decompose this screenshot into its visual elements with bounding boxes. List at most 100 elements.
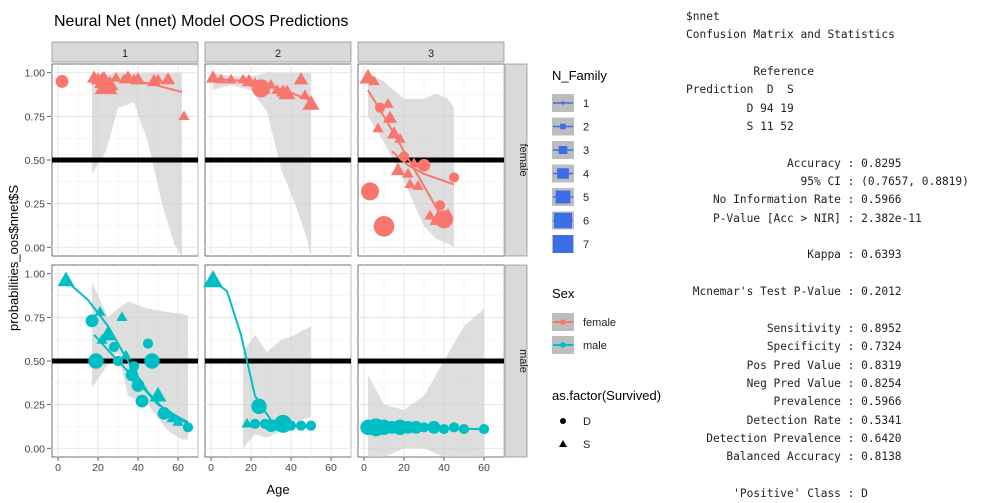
legend-key-size: [560, 123, 566, 130]
legend-label: female: [583, 317, 616, 329]
legend-label: S: [583, 439, 590, 451]
stats-line: Pos Pred Value : 0.8319: [686, 358, 902, 372]
facet-row-label: male: [517, 349, 529, 373]
stats-line: Kappa : 0.6393: [686, 248, 902, 262]
y-tick-label: 1.00: [25, 68, 46, 80]
legend-label: 5: [583, 192, 589, 204]
legend-label: D: [583, 416, 591, 428]
data-point-survived: [120, 349, 132, 360]
data-point-died: [285, 420, 297, 431]
x-tick-label: 60: [172, 462, 184, 474]
legend-key-circle: [560, 418, 566, 424]
data-point-survived: [424, 209, 436, 220]
data-point-died: [131, 379, 145, 392]
data-point-died: [305, 420, 317, 431]
data-point-survived: [386, 126, 402, 139]
legend-title-shape: as.factor(Survived): [552, 388, 661, 403]
confidence-band: [368, 308, 484, 457]
data-point-survived: [172, 416, 184, 426]
data-point-died: [448, 172, 460, 183]
data-point-died: [251, 398, 267, 415]
data-point-survived: [372, 122, 384, 133]
facet-panel-female-2: [204, 63, 352, 257]
stats-line: Mcnemar's Test P-Value : 0.2012: [686, 285, 902, 299]
facet-strip-label: 2: [275, 48, 281, 60]
legend-label: 2: [583, 122, 589, 134]
data-point-survived: [402, 167, 414, 178]
data-point-died: [55, 75, 69, 88]
x-tick-label: 60: [325, 462, 337, 474]
data-point-died: [418, 422, 430, 433]
legend-key-point: [560, 342, 566, 348]
data-point-died: [409, 420, 423, 434]
data-point-survived: [101, 75, 119, 91]
data-point-survived: [302, 95, 320, 110]
stats-line: S 11 52: [686, 120, 794, 134]
data-point-survived: [94, 306, 106, 316]
stats-line: Balanced Accuracy : 0.8138: [686, 450, 902, 464]
stats-line: [686, 467, 986, 485]
legend-label: 4: [583, 169, 589, 181]
y-axis-label: probabilities_oos$nnet$S: [6, 185, 21, 331]
data-point-survived: [149, 386, 167, 402]
y-tick-label: 0.25: [25, 400, 46, 412]
x-tick-label: 40: [285, 462, 297, 474]
facet-strip-male: [504, 264, 528, 458]
stats-line: No Information Rate : 0.5966: [686, 193, 902, 207]
data-point-survived: [299, 89, 311, 100]
data-point-died: [295, 420, 307, 431]
stats-line: [686, 136, 986, 154]
data-point-died: [85, 314, 99, 328]
data-point-survived: [215, 73, 227, 84]
data-point-died: [458, 423, 470, 435]
data-point-survived: [265, 78, 277, 89]
x-tick-label: 40: [438, 462, 450, 474]
data-point-died: [434, 200, 446, 211]
legend-key-size: [557, 168, 569, 179]
data-point-survived: [293, 72, 309, 85]
legend-key-size: [554, 212, 572, 229]
data-point-survived: [442, 208, 454, 218]
data-point-survived: [178, 110, 190, 121]
data-point-survived: [205, 70, 221, 83]
data-point-survived: [166, 412, 178, 423]
data-point-survived: [203, 270, 223, 288]
confidence-band: [213, 72, 311, 257]
data-point-died: [144, 353, 160, 369]
data-point-survived: [116, 311, 128, 322]
legend-label: male: [583, 340, 607, 352]
data-point-died: [448, 422, 460, 433]
stats-line: Accuracy : 0.8295: [686, 156, 902, 170]
data-point-died: [157, 406, 171, 420]
stats-line: Detection Rate : 0.5341: [686, 413, 902, 427]
stats-line: [686, 302, 986, 320]
legend-label: 3: [583, 145, 589, 157]
data-point-survived: [382, 98, 394, 108]
data-point-died: [438, 423, 450, 435]
data-point-died: [135, 394, 149, 408]
stats-line: Neg Pred Value : 0.8254: [686, 376, 902, 390]
legend-label: 6: [583, 216, 589, 228]
x-axis-label: Age: [266, 482, 289, 497]
data-point-survived: [390, 162, 406, 176]
facet-panel-female-3: [357, 63, 505, 257]
data-point-died: [427, 420, 441, 434]
x-tick-label: 40: [132, 462, 144, 474]
stats-line: P-Value [Acc > NIR] : 2.382e-11: [686, 211, 922, 225]
y-tick-label: 0.75: [25, 312, 46, 324]
data-point-survived: [382, 110, 398, 123]
data-point-died: [142, 338, 154, 349]
y-tick-label: 0.50: [25, 155, 46, 167]
data-point-died: [125, 368, 139, 382]
data-point-survived: [408, 157, 420, 168]
y-tick-label: 0.25: [25, 199, 46, 211]
facet-panel-female-1: [51, 63, 199, 257]
legend-key-size: [555, 190, 571, 204]
data-point-survived: [404, 178, 416, 189]
legend-key-size: [561, 101, 565, 105]
y-tick-label: 0.00: [25, 242, 46, 254]
confusion-matrix-output: $nnet Confusion Matrix and Statistics Ref…: [686, 8, 986, 503]
stats-line: 95% CI : (0.7657, 0.8819): [686, 175, 969, 189]
facet-strip-1: [51, 41, 199, 63]
data-point-survived: [394, 133, 406, 143]
